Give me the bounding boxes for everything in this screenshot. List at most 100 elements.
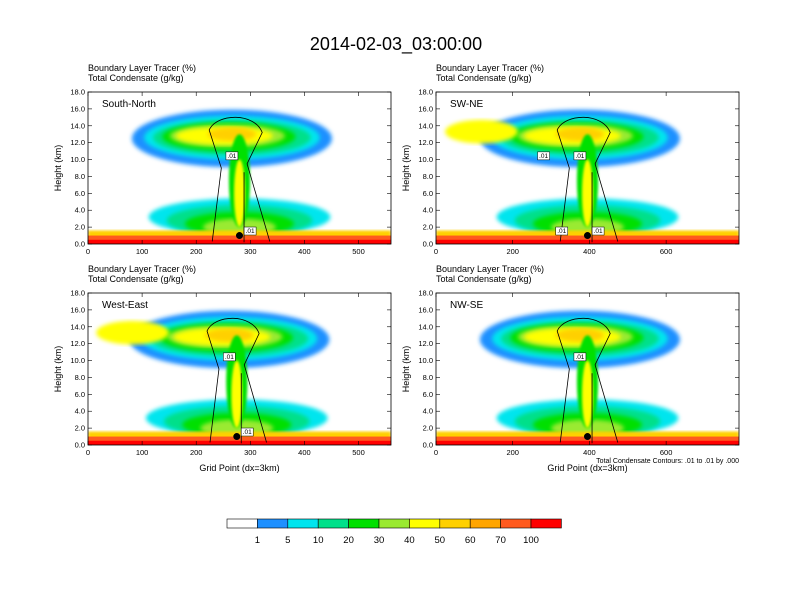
y-tick-label: 12.0 (418, 138, 433, 147)
contour-label: .01 (575, 354, 584, 361)
contour-label-box (591, 226, 605, 236)
boundary-layer-100 (436, 440, 739, 445)
y-tick-label: 2.0 (75, 223, 85, 232)
y-tick-label: 0.0 (75, 441, 85, 450)
colorbar-swatch (530, 518, 562, 529)
y-axis-label: Height (km) (53, 346, 63, 393)
y-tick-label: 18.0 (418, 289, 433, 298)
y-tick-label: 0.0 (423, 441, 433, 450)
x-tick-label: 100 (136, 448, 149, 457)
anvil-layer-60 (207, 127, 257, 141)
subtitle-condensate: Total Condensate (g/kg) (436, 274, 532, 284)
y-tick-label: 16.0 (70, 104, 85, 113)
panel-label: NW-SE (450, 300, 483, 311)
colorbar-label: 1 (255, 535, 260, 546)
colorbar-label: 5 (285, 535, 290, 546)
panel-south-north: Boundary Layer Tracer (%)Total Condensat… (53, 63, 392, 256)
contour-label-box (225, 151, 239, 161)
contour-label: .01 (575, 153, 584, 160)
panel-label: South-North (102, 99, 156, 110)
boundary-layer-100 (436, 239, 739, 244)
colorbar-label: 100 (523, 535, 539, 546)
condensate-contour (206, 318, 267, 443)
colorbar-swatch (226, 518, 258, 529)
condensate-contour (556, 318, 619, 443)
y-tick-label: 2.0 (75, 424, 85, 433)
y-tick-label: 16.0 (418, 104, 433, 113)
y-tick-label: 14.0 (70, 121, 85, 130)
y-tick-label: 10.0 (70, 356, 85, 365)
contour-label: .01 (243, 429, 252, 436)
boundary-layer-100 (88, 239, 391, 244)
updraft-core (234, 159, 245, 228)
contour-label-box (573, 151, 587, 161)
y-tick-label: 18.0 (70, 88, 85, 97)
clear-gap (106, 373, 204, 399)
x-tick-label: 400 (298, 448, 311, 457)
panel-label: West-East (102, 300, 148, 311)
y-tick-label: 10.0 (418, 356, 433, 365)
y-tick-label: 2.0 (423, 424, 433, 433)
tracer-field (436, 92, 739, 244)
contour-label: .01 (539, 153, 548, 160)
contour-label-box (537, 151, 550, 161)
y-tick-label: 12.0 (418, 339, 433, 348)
x-axis-label: Grid Point (dx=3km) (547, 463, 627, 473)
contour-label-box (243, 226, 257, 236)
colorbar-swatch (469, 518, 501, 529)
contour-label: .01 (246, 228, 255, 235)
x-tick-label: 400 (583, 247, 596, 256)
x-tick-label: 0 (86, 448, 90, 457)
subtitle-condensate: Total Condensate (g/kg) (88, 274, 184, 284)
y-tick-label: 14.0 (418, 322, 433, 331)
x-tick-label: 200 (190, 247, 203, 256)
x-tick-label: 300 (244, 448, 257, 457)
y-tick-label: 2.0 (423, 223, 433, 232)
y-tick-label: 6.0 (423, 390, 433, 399)
contour-note: Total Condensate Contours: .01 to .01 by… (596, 458, 739, 465)
y-tick-label: 8.0 (423, 373, 433, 382)
y-tick-label: 8.0 (75, 172, 85, 181)
colorbar-label: 20 (343, 535, 354, 546)
clear-gap (455, 373, 553, 399)
colorbar-swatch (287, 518, 319, 529)
panel-nw-se: Boundary Layer Tracer (%)Total Condensat… (401, 264, 740, 473)
updraft-core (582, 159, 593, 228)
plot-frame (435, 91, 740, 245)
subtitle-tracer: Boundary Layer Tracer (%) (436, 264, 544, 274)
y-tick-label: 4.0 (423, 407, 433, 416)
updraft-core (231, 360, 243, 429)
colorbar-swatch (348, 518, 380, 529)
subtitle-condensate: Total Condensate (g/kg) (436, 73, 532, 83)
subtitle-tracer: Boundary Layer Tracer (%) (436, 63, 544, 73)
contour-label: .01 (225, 354, 234, 361)
colorbar-swatch (500, 518, 532, 529)
x-tick-label: 0 (86, 247, 90, 256)
plot-frame (435, 292, 740, 446)
y-tick-label: 0.0 (75, 240, 85, 249)
colorbar-label: 70 (495, 535, 506, 546)
colorbar-swatch (439, 518, 471, 529)
x-tick-label: 0 (434, 448, 438, 457)
colorbar-swatch (378, 518, 410, 529)
colorbar: 1 5 10 20 30 40 50 60 70 100 (226, 518, 562, 546)
anvil-extension (96, 320, 169, 345)
location-marker (584, 433, 591, 441)
contour-label-box (555, 226, 568, 236)
x-tick-label: 400 (583, 448, 596, 457)
location-marker (236, 232, 243, 240)
y-tick-label: 10.0 (70, 155, 85, 164)
contour-label: .01 (557, 228, 566, 235)
y-tick-label: 14.0 (418, 121, 433, 130)
colorbar-swatch (317, 518, 349, 529)
colorbar-label: 60 (465, 535, 476, 546)
y-tick-label: 6.0 (423, 189, 433, 198)
tracer-field (88, 293, 391, 445)
contour-label: .01 (594, 228, 603, 235)
condensate-contour (556, 117, 619, 242)
y-tick-label: 16.0 (70, 305, 85, 314)
y-tick-label: 4.0 (75, 206, 85, 215)
plot-frame (87, 292, 392, 446)
x-tick-label: 200 (190, 448, 203, 457)
colorbar-label: 40 (404, 535, 415, 546)
